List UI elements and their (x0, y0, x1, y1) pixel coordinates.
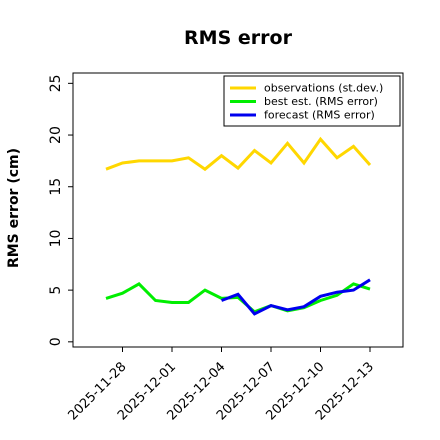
y-tick-label: 20 (48, 126, 64, 144)
series-line-1 (105, 136, 372, 172)
series-layer (105, 136, 372, 316)
series-line-3 (220, 278, 371, 316)
legend-label: observations (st.dev.) (264, 82, 383, 95)
legend: observations (st.dev.)best est. (RMS err… (223, 75, 401, 127)
y-tick-label: 0 (48, 337, 64, 346)
y-tick-label: 10 (48, 230, 64, 248)
y-tick-label: 5 (48, 286, 64, 295)
series-line-2 (105, 282, 371, 314)
y-tick-label: 15 (48, 178, 64, 196)
x-axis-ticks: 2025-11-282025-12-012025-12-042025-12-07… (66, 347, 377, 423)
legend-label: forecast (RMS error) (264, 109, 375, 122)
legend-label: best est. (RMS error) (264, 95, 378, 108)
y-axis-ticks: 0 5 10 15 20 25 (48, 74, 73, 346)
y-tick-label: 25 (48, 74, 64, 92)
plot-area-frame (72, 72, 404, 348)
y-axis-label: RMS error (cm) (6, 148, 22, 268)
chart-title: RMS error (184, 27, 293, 49)
